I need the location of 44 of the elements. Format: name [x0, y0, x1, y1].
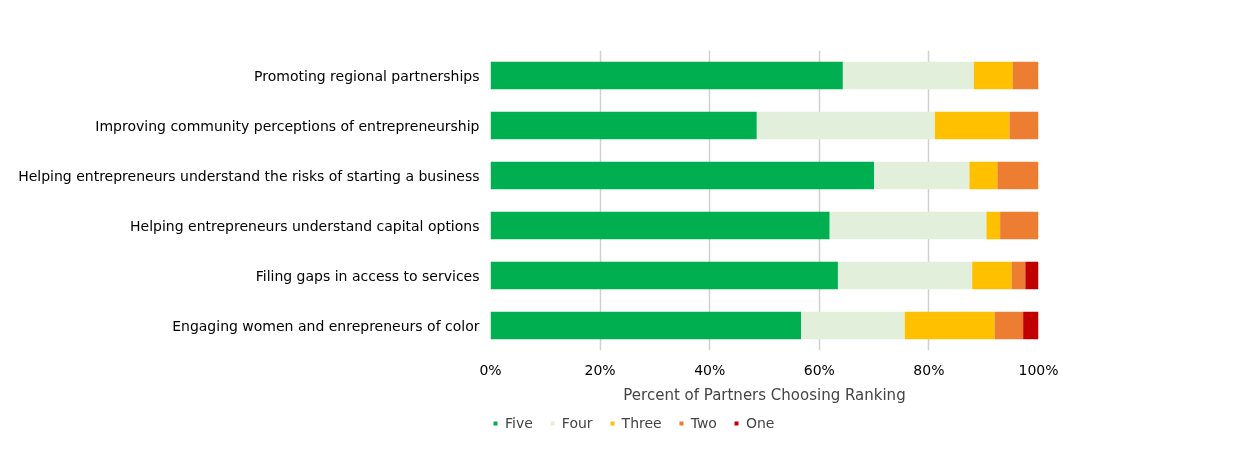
y-tick-label: Improving community perceptions of entrepreneurship [95, 117, 480, 134]
x-tick-label: 0% [479, 361, 502, 378]
bar [490, 61, 843, 90]
bar [986, 211, 1001, 240]
x-tick-label: 20% [584, 361, 616, 378]
y-tick-label: Promoting regional partnerships [254, 67, 480, 84]
legend-label: One [745, 415, 775, 431]
bar [490, 111, 757, 140]
bar [837, 261, 973, 290]
x-tick-label: 60% [803, 361, 835, 378]
bar [842, 61, 974, 90]
y-tick-label: Helping entrepreneurs understand capital options [130, 217, 480, 234]
bar [1023, 311, 1039, 340]
bar [1025, 261, 1039, 290]
bar [997, 161, 1039, 190]
bar [934, 111, 1010, 140]
x-tick-label: 100% [1018, 361, 1059, 378]
bar [1000, 211, 1039, 240]
bar [801, 311, 905, 340]
x-tick-label: 80% [913, 361, 945, 378]
bar [973, 61, 1013, 90]
y-tick-label: Helping entrepreneurs understand the risks of starting a business [18, 167, 480, 184]
y-tick-label: Engaging women and enrepreneurs of color [172, 317, 480, 334]
bar [490, 211, 830, 240]
bar [969, 161, 998, 190]
bar [490, 161, 875, 190]
bar [490, 311, 802, 340]
bar [829, 211, 987, 240]
bar [490, 261, 838, 290]
bar [994, 311, 1024, 340]
bar [1012, 61, 1039, 90]
y-tick-label: Filing gaps in access to services [255, 267, 480, 284]
bar [1009, 111, 1039, 140]
bar [1011, 261, 1026, 290]
legend-label: Four [561, 415, 593, 431]
legend-label: Five [505, 415, 533, 431]
x-axis-title: Percent of Partners Choosing Ranking [623, 385, 906, 404]
legend-label: Three [621, 415, 662, 431]
bar [904, 311, 995, 340]
bar [756, 111, 935, 140]
bar [874, 161, 970, 190]
bar [972, 261, 1012, 290]
legend-label: Two [690, 415, 717, 431]
x-tick-label: 40% [694, 361, 726, 378]
